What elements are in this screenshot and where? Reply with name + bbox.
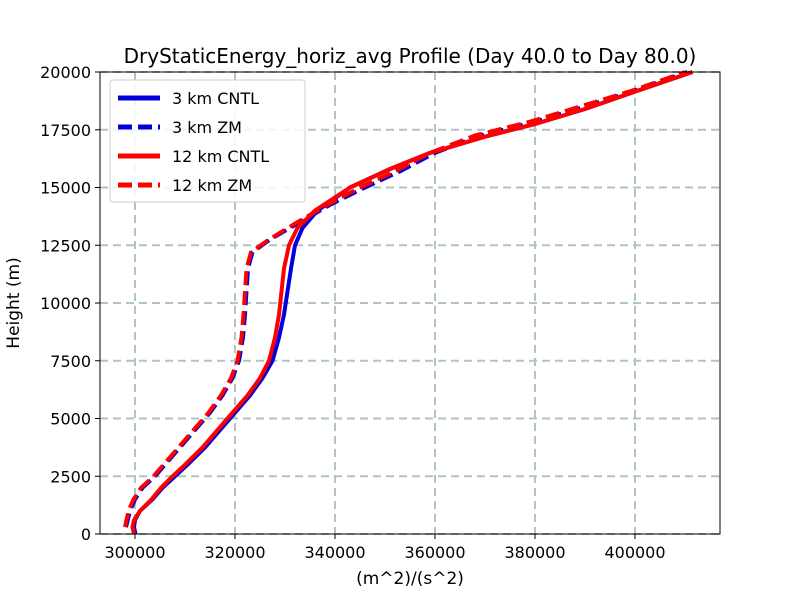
- x-axis-label: (m^2)/(s^2): [356, 569, 464, 589]
- y-tick-label: 12500: [40, 236, 91, 255]
- legend: 3 km CNTL 3 km ZM 12 km CNTL 12 km ZM: [109, 79, 306, 203]
- legend-label: 3 km CNTL: [172, 89, 259, 108]
- series-group: [123, 70, 694, 535]
- x-tick-label: 380000: [504, 543, 565, 562]
- series-line-12-km-zm: [123, 70, 686, 528]
- y-axis-label: Height (m): [4, 257, 24, 348]
- y-tick-label: 15000: [40, 179, 91, 198]
- x-tick-label: 320000: [204, 543, 265, 562]
- x-tick-label: 360000: [404, 543, 465, 562]
- x-tick-label: 300000: [104, 543, 165, 562]
- legend-box: [109, 79, 306, 203]
- x-tick-label: 340000: [304, 543, 365, 562]
- y-tick-label: 0: [81, 525, 91, 544]
- x-tick-label: 400000: [604, 543, 665, 562]
- y-tick-label: 10000: [40, 294, 91, 313]
- legend-label: 12 km CNTL: [172, 147, 269, 166]
- y-tick-label: 5000: [50, 410, 91, 429]
- chart-title: DryStaticEnergy_horiz_avg Profile (Day 4…: [124, 44, 697, 68]
- grid: [100, 71, 720, 535]
- legend-label: 12 km ZM: [172, 176, 252, 195]
- y-tick-label: 20000: [40, 63, 91, 82]
- y-tick-label: 2500: [50, 467, 91, 486]
- y-tick-label: 17500: [40, 121, 91, 140]
- x-ticks: 300000 320000 340000 360000 380000 400000: [104, 534, 666, 562]
- series-line-12-km-cntl: [130, 70, 694, 535]
- y-tick-label: 7500: [50, 352, 91, 371]
- y-ticks: 0 2500 5000 7500 10000 12500 15000 17500 20000: [40, 63, 100, 544]
- legend-label: 3 km ZM: [172, 118, 242, 137]
